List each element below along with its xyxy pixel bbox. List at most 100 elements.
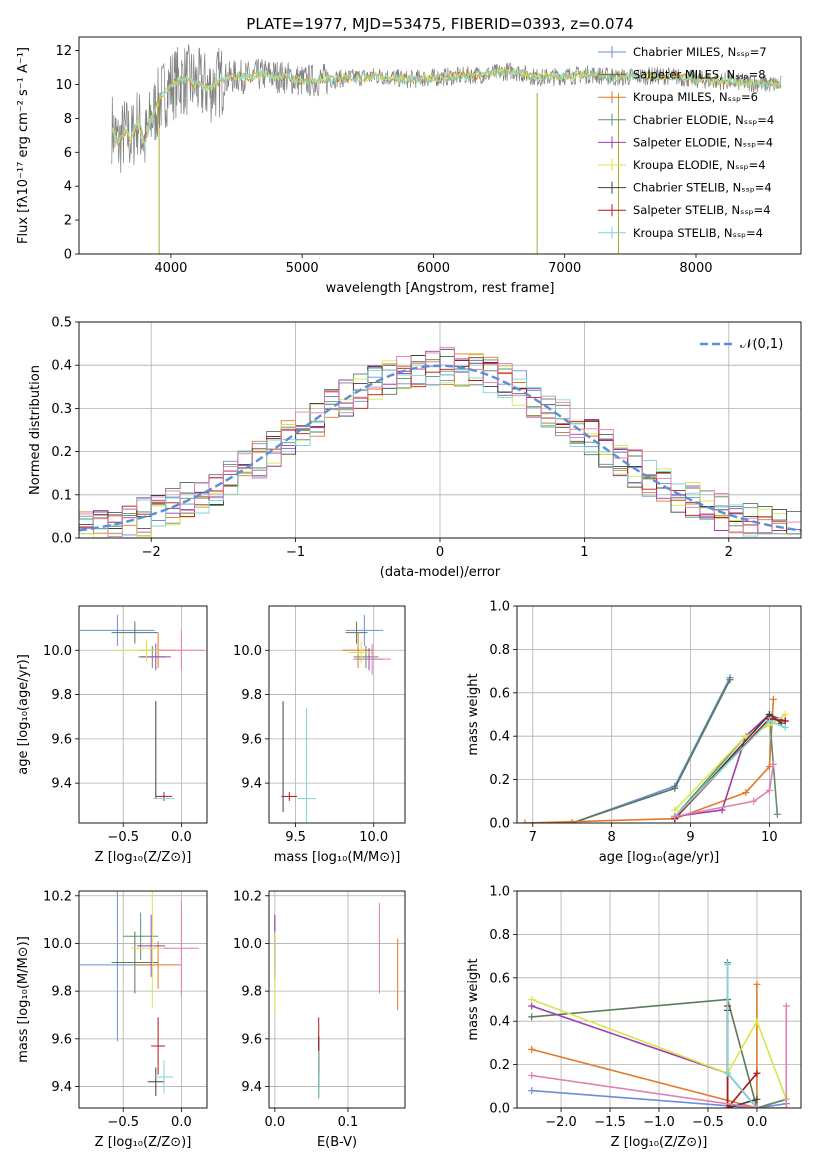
- weight-point: [753, 1069, 761, 1077]
- y-tick-label: 6: [64, 146, 72, 161]
- y-tick-label: 4: [64, 180, 72, 195]
- weight-point: [765, 717, 773, 725]
- weight-point: [750, 797, 758, 805]
- weight-point: [742, 789, 750, 797]
- z-weight-chart: −2.0 −1.5 −1.0 −0.5 0.0 0.0 0.2 0.4 0.6 0.8 1.0 Z […: [466, 885, 802, 1150]
- weight-series-line: [571, 677, 731, 823]
- y-tick-label: 2: [64, 214, 72, 229]
- x-tick-label: 9.5: [285, 830, 306, 845]
- normal-curve-line: [79, 364, 801, 532]
- weight-series-line: [531, 998, 788, 1100]
- residuals-frame: [78, 321, 802, 539]
- x-axis-label: Z [log₁₀(Z/Z⊙)]: [95, 1135, 192, 1150]
- weight-point: [765, 786, 773, 794]
- spectrum-frame: [78, 36, 802, 255]
- weight-series-line: [571, 679, 731, 823]
- z-mass-plot-area: [80, 891, 199, 1097]
- x-tick-label: 4000: [154, 261, 187, 276]
- y-tick-label: 10.0: [43, 644, 72, 659]
- y-tick-label: 0.4: [51, 359, 72, 374]
- y-tick-label: 10.0: [43, 937, 72, 952]
- weight-series-line: [674, 764, 775, 818]
- z-weight-plot-area: [528, 959, 790, 1108]
- y-tick-label: 0.2: [489, 773, 510, 788]
- spectrum-plot-area: [111, 44, 782, 254]
- y-tick-label: 9.8: [241, 688, 262, 703]
- weight-point: [521, 819, 529, 823]
- ebv-mass-plot-area: [274, 902, 399, 1099]
- y-tick-label: 9.6: [241, 1032, 262, 1047]
- y-tick-label: 9.4: [51, 1080, 72, 1095]
- residual-histogram-line: [79, 363, 801, 536]
- weight-point: [753, 1104, 761, 1108]
- weight-point: [781, 724, 789, 732]
- y-tick-label: 9.4: [241, 1080, 262, 1095]
- x-tick-label: −1: [286, 545, 305, 560]
- weight-point: [765, 763, 773, 771]
- weight-point: [568, 819, 576, 823]
- x-tick-label: 8000: [679, 261, 712, 276]
- y-tick-label: 9.8: [51, 985, 72, 1000]
- weight-point: [671, 784, 679, 792]
- weight-point: [769, 695, 777, 703]
- y-tick-label: 0.4: [489, 1015, 510, 1030]
- z-mass-chart: −0.5 0.0 9.4 9.6 9.8 10.0 10.2 Z [log₁₀(Z/Z⊙)] m…: [16, 889, 208, 1150]
- x-tick-label: 0.0: [747, 1115, 768, 1130]
- x-axis-label: wavelength [Angstrom, rest frame]: [326, 281, 555, 296]
- x-tick-label: 0.0: [171, 830, 192, 845]
- y-tick-label: 9.6: [241, 732, 262, 747]
- x-tick-label: −2.0: [545, 1115, 577, 1130]
- weight-point: [671, 806, 679, 814]
- y-tick-label: 0.0: [489, 817, 510, 832]
- x-tick-label: 0.1: [338, 1115, 359, 1130]
- y-tick-label: 0.1: [51, 488, 72, 503]
- x-tick-label: 1: [580, 545, 588, 560]
- y-tick-label: 0.8: [489, 928, 510, 943]
- legend-entry: Kroupa ELODIE, Nₛₛₚ=4: [633, 158, 766, 172]
- y-tick-label: 10: [55, 78, 72, 93]
- y-tick-label: 0.0: [51, 532, 72, 547]
- legend-entry: Salpeter ELODIE, Nₛₛₚ=4: [633, 135, 773, 149]
- y-axis-label: Flux [fλ10⁻¹⁷ erg cm⁻² s⁻¹ A⁻¹]: [16, 47, 31, 244]
- x-tick-label: −1.5: [594, 1115, 626, 1130]
- legend-entry: Salpeter STELIB, Nₛₛₚ=4: [633, 203, 771, 217]
- model-spectrum-line: [111, 67, 782, 148]
- y-tick-label: 0.3: [51, 402, 72, 417]
- x-tick-label: −0.5: [107, 830, 139, 845]
- y-tick-label: 10.0: [233, 937, 262, 952]
- weight-point: [724, 961, 732, 969]
- x-tick-label: 9: [686, 830, 694, 845]
- x-tick-label: 7000: [548, 261, 581, 276]
- y-tick-label: 12: [55, 44, 72, 59]
- weight-point: [769, 760, 777, 768]
- weight-series-line: [726, 964, 758, 1108]
- x-tick-label: −1.0: [643, 1115, 675, 1130]
- y-tick-label: 0.5: [51, 316, 72, 331]
- weight-series-line: [674, 717, 786, 820]
- legend-entry: Kroupa STELIB, Nₛₛₚ=4: [633, 226, 763, 240]
- y-axis-label: mass [log₁₀(M/M⊙)]: [16, 936, 31, 1063]
- x-tick-label: 10.0: [359, 830, 388, 845]
- x-tick-label: 2: [725, 545, 733, 560]
- weight-point: [753, 980, 761, 988]
- y-tick-label: 1.0: [489, 600, 510, 615]
- weight-point: [742, 732, 750, 740]
- weight-point: [781, 711, 789, 718]
- weight-series-line: [531, 1089, 787, 1108]
- residuals-chart: −2 −1 0 1 2 0.0 0.1 0.2 0.3 0.4 0.5 (data-model)/er…: [28, 316, 802, 580]
- x-axis-label: age [log₁₀(age/yr)]: [599, 850, 720, 865]
- weight-series-line: [674, 713, 786, 811]
- residual-histogram-line: [79, 369, 801, 537]
- weight-series-line: [531, 984, 758, 1108]
- observed-spectrum-line: [111, 44, 782, 173]
- ebv-mass-frame: [268, 890, 406, 1109]
- x-tick-label: 0.0: [265, 1115, 286, 1130]
- weight-point: [724, 1104, 732, 1108]
- legend-entry: Salpeter MILES, Nₛₛₚ=8: [633, 68, 766, 82]
- y-tick-label: 10.2: [43, 889, 72, 904]
- weight-point: [782, 1104, 790, 1108]
- legend-entry: 𝒩(0,1): [740, 337, 783, 352]
- z-weight-frame: [516, 890, 802, 1109]
- weight-series-line: [531, 1006, 788, 1108]
